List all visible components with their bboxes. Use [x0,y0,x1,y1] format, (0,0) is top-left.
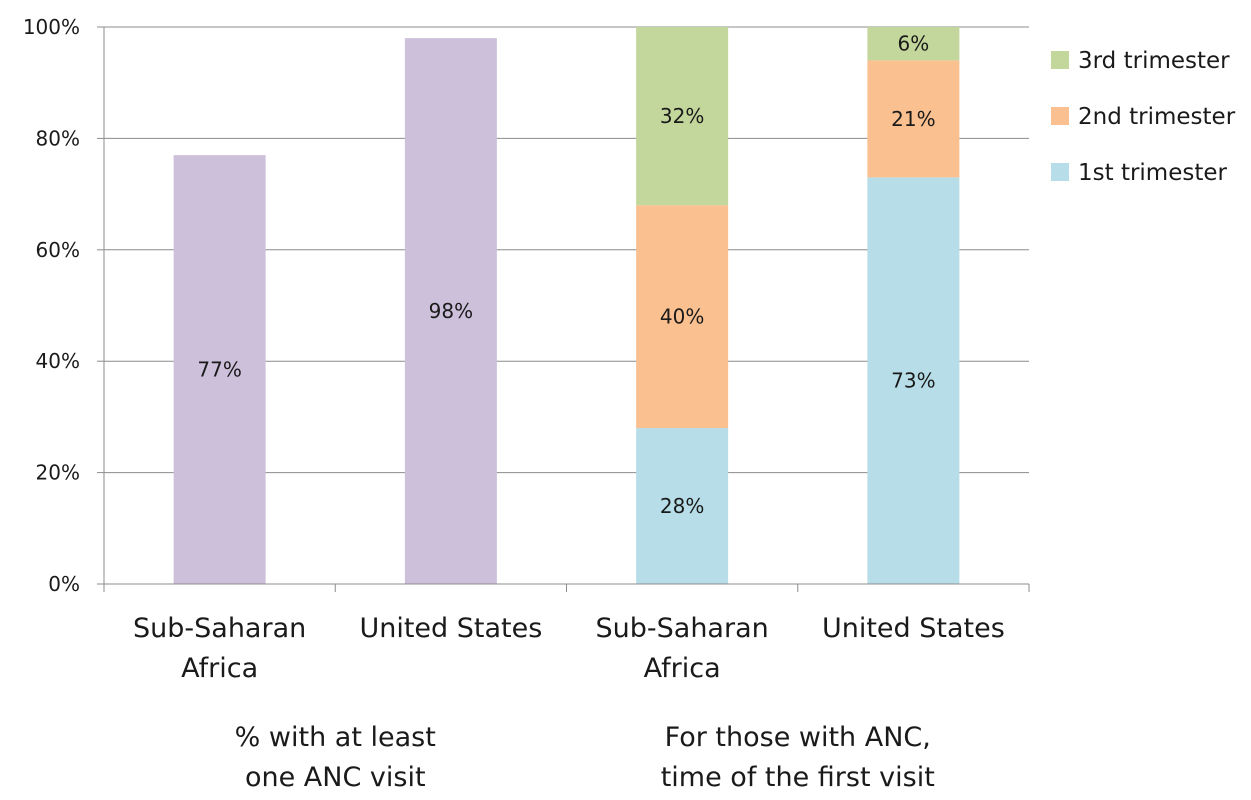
stacked-bar-segment [867,60,960,178]
legend: 3rd trimester 2nd trimester 1st trimester [1051,48,1236,186]
y-tick-label: 60% [36,238,80,262]
y-tick-labels: 0% 20% 40% 60% 80% 100% [23,15,80,596]
legend-label: 2nd trimester [1078,104,1236,130]
legend-swatch [1051,163,1069,181]
category-labels: Sub-Saharan Africa United States Sub-Sahara… [133,613,1005,684]
data-label: 77% [197,358,241,382]
data-labels: 77% 98% 28% 73% 40% 21% 32% 6% [197,32,935,518]
data-label: 98% [429,299,473,323]
data-label: 40% [660,305,704,329]
axes [97,26,1030,592]
stacked-bar-segment [867,27,960,61]
category-label: United States [822,613,1005,644]
bar [173,155,266,585]
legend-swatch [1051,107,1069,125]
y-tick-label: 80% [36,126,80,150]
data-label: 6% [898,32,930,56]
data-label: 21% [891,107,935,131]
data-label: 28% [660,494,704,518]
legend-label: 1st trimester [1078,160,1228,186]
stacked-bar-segment [867,177,960,584]
data-label: 32% [660,104,704,128]
legend-swatch [1051,51,1069,69]
legend-label: 3rd trimester [1078,48,1230,74]
category-label: United States [359,613,542,644]
category-label: Sub-Saharan Africa [596,613,769,684]
data-label: 73% [891,369,935,393]
category-label: Sub-Saharan Africa [133,613,306,684]
y-tick-label: 100% [23,15,80,39]
bar [404,38,497,584]
stacked-bar-segment [636,205,729,429]
y-tick-label: 0% [48,572,80,596]
y-tick-label: 20% [36,461,80,485]
stacked-bar-segment [636,27,729,206]
bars [173,27,960,585]
group-label: For those with ANC, time of the first vis… [661,722,935,793]
group-label: % with at least one ANC visit [235,722,436,793]
stacked-bar-segment [636,428,729,584]
y-tick-label: 40% [36,349,80,373]
group-labels: % with at least one ANC visit For those wi… [235,722,935,793]
